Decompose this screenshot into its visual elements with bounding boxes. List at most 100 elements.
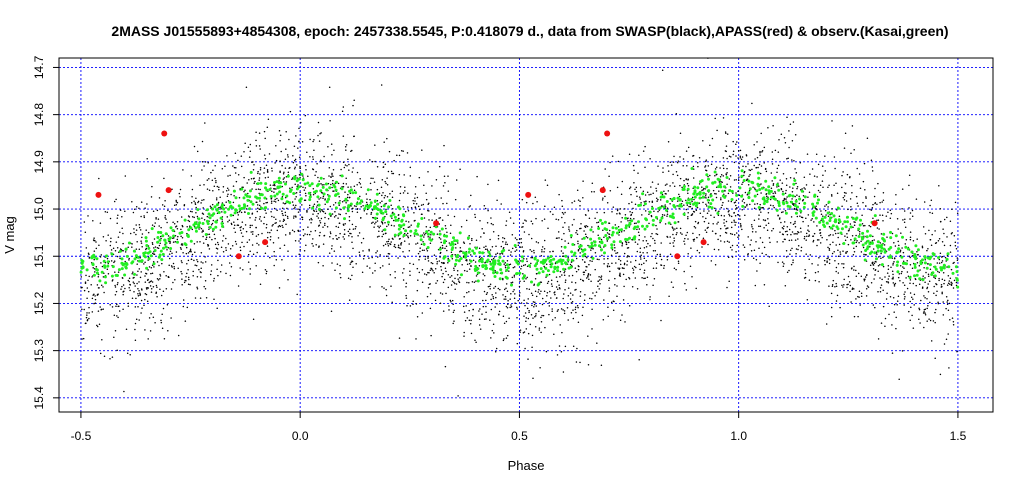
data-point [774, 149, 777, 152]
data-point [406, 152, 409, 154]
data-point [189, 248, 192, 251]
data-point [200, 267, 202, 269]
data-point [633, 222, 636, 225]
data-point [247, 212, 250, 215]
data-point [319, 231, 321, 234]
data-point [195, 212, 197, 214]
data-point [616, 209, 619, 212]
data-point [519, 260, 521, 262]
data-point [179, 188, 182, 191]
data-point [496, 303, 498, 305]
data-point [885, 298, 888, 300]
data-point [176, 238, 179, 241]
data-point [877, 219, 880, 221]
data-point [666, 235, 668, 238]
data-point [736, 141, 738, 143]
data-point [284, 211, 287, 214]
data-point [869, 208, 871, 211]
data-point [643, 201, 645, 203]
data-point [341, 201, 344, 203]
data-point [123, 273, 127, 277]
data-point [496, 199, 498, 202]
data-point [841, 174, 843, 177]
data-point [121, 285, 123, 288]
data-point [593, 191, 595, 193]
data-point [784, 192, 787, 194]
data-point [567, 294, 570, 297]
data-point [311, 242, 313, 245]
data-point [610, 243, 614, 247]
data-point [127, 279, 130, 282]
data-point [281, 258, 283, 261]
data-point [952, 287, 955, 289]
data-point [563, 310, 566, 312]
data-point [927, 283, 929, 285]
data-point [616, 295, 618, 298]
data-point [445, 292, 447, 295]
data-point [924, 258, 926, 261]
data-point [213, 277, 215, 280]
data-point [776, 167, 779, 170]
data-point [835, 225, 839, 229]
data-point [463, 331, 465, 334]
data-point [369, 201, 373, 205]
data-point [544, 266, 548, 270]
data-point [282, 173, 285, 175]
data-point [427, 271, 429, 274]
data-point [879, 277, 881, 279]
data-point [336, 238, 339, 240]
data-point [158, 244, 161, 247]
data-point [135, 224, 137, 226]
data-point [485, 305, 487, 308]
data-point [669, 236, 671, 238]
data-point [635, 266, 637, 269]
data-point [277, 176, 281, 180]
data-point [520, 237, 522, 240]
data-point [247, 192, 249, 195]
data-point [441, 247, 444, 249]
data-point [853, 265, 855, 268]
data-point [278, 129, 281, 132]
data-point [645, 259, 648, 262]
data-point [322, 192, 326, 196]
data-point [469, 323, 472, 325]
data-point [686, 187, 690, 191]
data-point [798, 195, 800, 198]
data-point [291, 178, 293, 181]
data-point [483, 290, 486, 293]
data-point [161, 252, 165, 256]
data-point [947, 265, 951, 269]
data-point [724, 224, 726, 227]
data-point [282, 214, 284, 217]
data-point [755, 189, 759, 193]
data-point [425, 226, 428, 228]
data-point [255, 139, 257, 142]
data-point [548, 302, 551, 304]
data-point [227, 207, 231, 211]
data-point [589, 274, 592, 276]
data-point [499, 288, 501, 291]
data-point [291, 201, 294, 203]
data-point [460, 273, 463, 277]
data-point [853, 237, 857, 241]
data-point [725, 132, 727, 134]
data-point [633, 169, 635, 172]
data-point [381, 222, 384, 225]
data-point [213, 298, 215, 300]
data-point [715, 196, 718, 199]
data-point [698, 202, 701, 204]
data-point [439, 230, 441, 232]
data-point [768, 256, 771, 258]
data-point [134, 339, 137, 341]
data-point [566, 306, 569, 309]
data-point [572, 294, 574, 296]
data-point [317, 217, 320, 219]
data-point [421, 281, 424, 284]
data-point [631, 201, 633, 203]
data-point [706, 198, 710, 202]
data-point [835, 182, 837, 184]
data-point [717, 185, 721, 189]
data-point [942, 301, 944, 303]
data-point [956, 257, 959, 259]
data-point [894, 203, 897, 205]
